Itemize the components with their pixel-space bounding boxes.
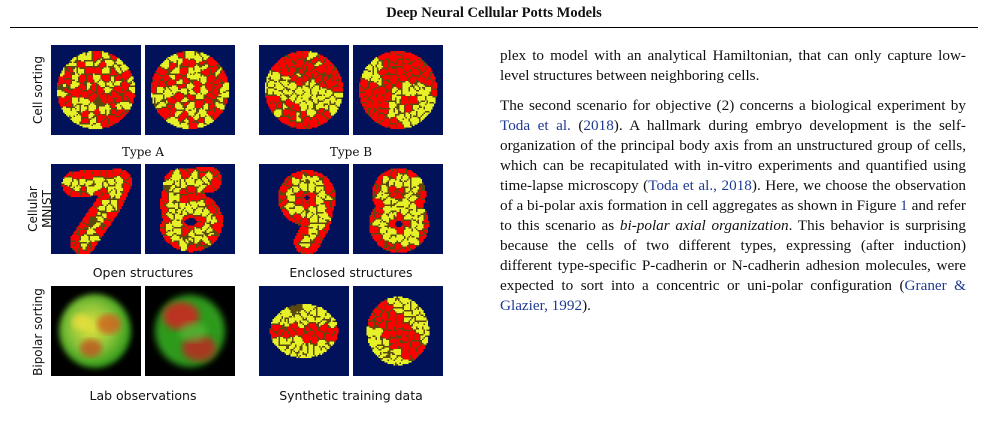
citation-graner-glazier-1992[interactable]: Graner & Glazier, 1992 bbox=[500, 277, 966, 314]
panel-mnist-5 bbox=[145, 164, 235, 254]
paragraph-2: The second scenario for objective (2) co… bbox=[500, 97, 967, 314]
panel-lab-observation-1 bbox=[51, 286, 141, 376]
mnist-digit-aggregate bbox=[160, 167, 224, 253]
panel-synthetic-2 bbox=[353, 286, 443, 376]
cell-aggregate bbox=[151, 51, 230, 130]
citation-toda-2018-paren[interactable]: Toda et al., 2018 bbox=[648, 177, 752, 194]
cell-aggregate bbox=[57, 51, 136, 130]
figure-reference[interactable]: 1 bbox=[900, 197, 908, 214]
caption-type-b: Type B bbox=[329, 145, 373, 159]
caption-open-structures: Open structures bbox=[92, 265, 194, 280]
caption-enclosed-structures: Enclosed structures bbox=[289, 265, 413, 280]
lab-microscopy-image bbox=[155, 295, 225, 367]
panel-cell-sorting-a2 bbox=[145, 45, 235, 135]
cell-aggregate bbox=[366, 296, 430, 366]
paragraph-1: plex to model with an analytical Hamilto… bbox=[500, 47, 966, 84]
row-label-cellular-mnist: Cellular MNIST bbox=[26, 186, 54, 232]
scenario-name: bi-polar axial organization bbox=[619, 217, 789, 234]
mnist-digit-aggregate bbox=[278, 170, 336, 254]
citation-toda-2018[interactable]: Toda et al. bbox=[500, 117, 571, 134]
cell-aggregate bbox=[359, 51, 438, 130]
panel-mnist-9 bbox=[259, 164, 349, 254]
header-rule bbox=[10, 27, 978, 28]
row-label-line: Cellular bbox=[26, 186, 40, 232]
cell-aggregate bbox=[269, 304, 339, 359]
citation-year-2018[interactable]: 2018 bbox=[583, 117, 614, 134]
panel-cell-sorting-b2 bbox=[353, 45, 443, 135]
caption-type-a: Type A bbox=[121, 145, 165, 159]
panel-cell-sorting-b1 bbox=[259, 45, 349, 135]
lab-microscopy-image bbox=[59, 294, 131, 368]
panel-mnist-8 bbox=[353, 164, 443, 254]
caption-synthetic-training-data: Synthetic training data bbox=[279, 388, 423, 403]
running-header: Deep Neural Cellular Potts Models bbox=[386, 5, 602, 21]
body-text-column: plex to model with an analytical Hamilto… bbox=[500, 46, 966, 326]
panel-synthetic-1 bbox=[259, 286, 349, 376]
cell-aggregate bbox=[265, 51, 344, 130]
panel-lab-observation-2 bbox=[145, 286, 235, 376]
caption-lab-observations: Lab observations bbox=[89, 388, 197, 403]
panel-cell-sorting-a1 bbox=[51, 45, 141, 135]
figure-1: Cell sorting Cellular MNIST Bipolar sort… bbox=[26, 42, 466, 414]
mnist-digit-aggregate bbox=[369, 168, 430, 253]
panel-mnist-7 bbox=[51, 164, 141, 254]
mnist-digit-aggregate bbox=[61, 168, 133, 254]
row-label-bipolar-sorting: Bipolar sorting bbox=[31, 288, 45, 376]
row-label-cell-sorting: Cell sorting bbox=[31, 55, 45, 125]
